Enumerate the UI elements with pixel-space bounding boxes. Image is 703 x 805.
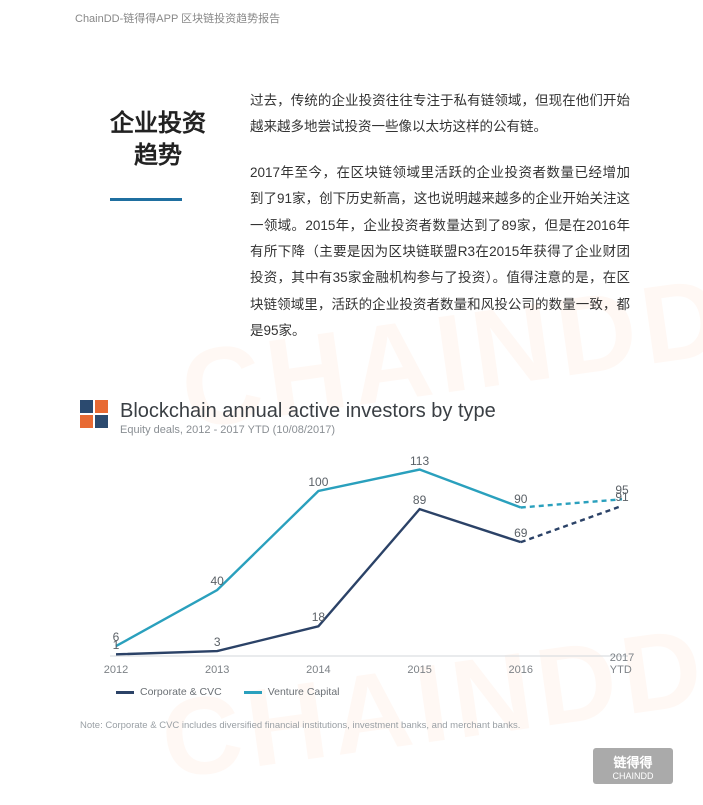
data-label: 91 xyxy=(615,490,628,504)
title-line-1: 企业投资 xyxy=(88,108,228,140)
paragraph-2: 2017年至今，在区块链领域里活跃的企业投资者数量已经增加到了91家，创下历史新… xyxy=(250,160,630,344)
chart-header: Blockchain annual active investors by ty… xyxy=(80,400,640,436)
brand-en: CHAINDD xyxy=(612,771,653,781)
data-label: 18 xyxy=(312,610,325,624)
brand-zh: 链得得 xyxy=(613,752,652,771)
data-label: 69 xyxy=(514,526,527,540)
data-label: 40 xyxy=(211,574,224,588)
header-strip: ChainDD-链得得APP 区块链投资趋势报告 xyxy=(75,10,280,26)
chart: Blockchain annual active investors by ty… xyxy=(80,400,640,696)
chart-title: Blockchain annual active investors by ty… xyxy=(120,400,496,422)
x-axis-label: 2013 xyxy=(205,664,229,676)
chart-plot: Corporate & CVC Venture Capital 20122013… xyxy=(80,444,640,704)
x-axis-label: 2015 xyxy=(407,664,431,676)
brand-badge: 链得得 CHAINDD xyxy=(593,748,673,784)
chart-footnote: Note: Corporate & CVC includes diversifi… xyxy=(80,720,520,731)
cbinsights-logo-icon xyxy=(80,400,110,428)
data-label: 100 xyxy=(308,475,328,489)
data-label: 89 xyxy=(413,493,426,507)
paragraph-1: 过去，传统的企业投资往往专注于私有链领域，但现在他们开始越来越多地尝试投资一些像… xyxy=(250,88,630,141)
data-label: 113 xyxy=(410,454,429,468)
title-underline xyxy=(110,198,182,201)
x-axis-label: 2012 xyxy=(104,664,128,676)
title-line-2: 趋势 xyxy=(88,140,228,172)
data-label: 3 xyxy=(214,635,221,649)
x-axis-label: 2014 xyxy=(306,664,330,676)
section-title: 企业投资 趋势 xyxy=(88,108,228,173)
chart-subtitle: Equity deals, 2012 - 2017 YTD (10/08/201… xyxy=(120,424,496,436)
data-label: 90 xyxy=(514,492,527,506)
x-axis-label: 2017 YTD xyxy=(610,652,634,676)
x-axis-label: 2016 xyxy=(509,664,533,676)
data-label: 1 xyxy=(113,638,120,652)
